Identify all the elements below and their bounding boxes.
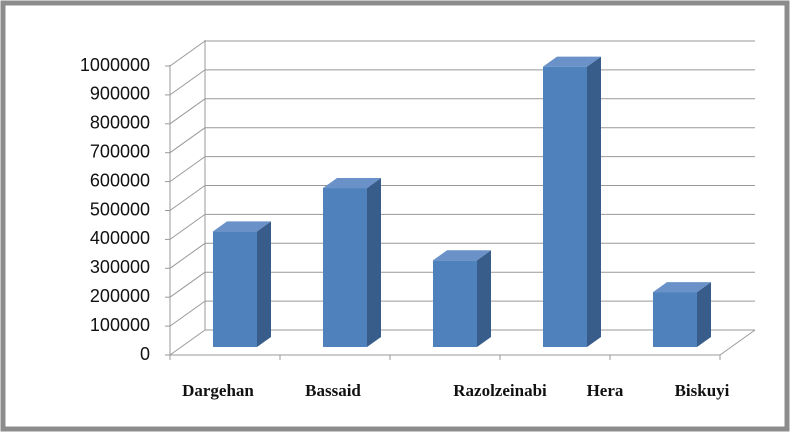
grid-line [169,127,206,154]
bar-top [653,282,711,293]
y-tick-label: 500000 [90,199,150,219]
grid-line [169,156,206,183]
bar-top [433,250,491,261]
bar-side [697,282,711,347]
y-tick-label: 0 [140,344,150,364]
y-tick-label: 100000 [90,315,150,335]
y-tick-label: 300000 [90,257,150,277]
bar-top [213,221,271,232]
grid-line [169,69,206,96]
grid-line [169,185,206,211]
bar [433,260,477,347]
bar [213,231,257,347]
bar-side [477,250,491,347]
x-tick-label: Razolzeinabi [453,381,547,400]
x-tick-label: Biskuyi [675,381,730,400]
grid-line [169,213,206,240]
y-tick-label: 800000 [90,113,150,133]
y-tick-label: 900000 [90,84,150,104]
grid-line [169,98,206,125]
grid-line [169,242,206,269]
y-tick-label: 400000 [90,228,150,248]
bar-side [587,56,601,348]
x-tick-label: Hera [587,381,624,400]
bar [653,292,697,347]
grid-line [169,271,206,298]
x-tick-label: Dargehan [182,381,254,400]
y-tick-label: 600000 [90,170,150,190]
y-tick-label: 1000000 [80,55,150,75]
y-tick-label: 200000 [90,286,150,306]
bar-top [543,56,601,67]
grid-line [169,329,206,356]
grid-line [169,40,206,67]
bar-top [323,178,381,189]
bar [543,66,587,348]
bar-side [257,221,271,347]
x-tick-label: Bassaid [305,381,361,400]
grid-line [169,300,206,327]
bar-side [367,178,381,347]
y-tick-label: 700000 [90,141,150,161]
bar [323,188,367,347]
floor-side [719,329,756,356]
